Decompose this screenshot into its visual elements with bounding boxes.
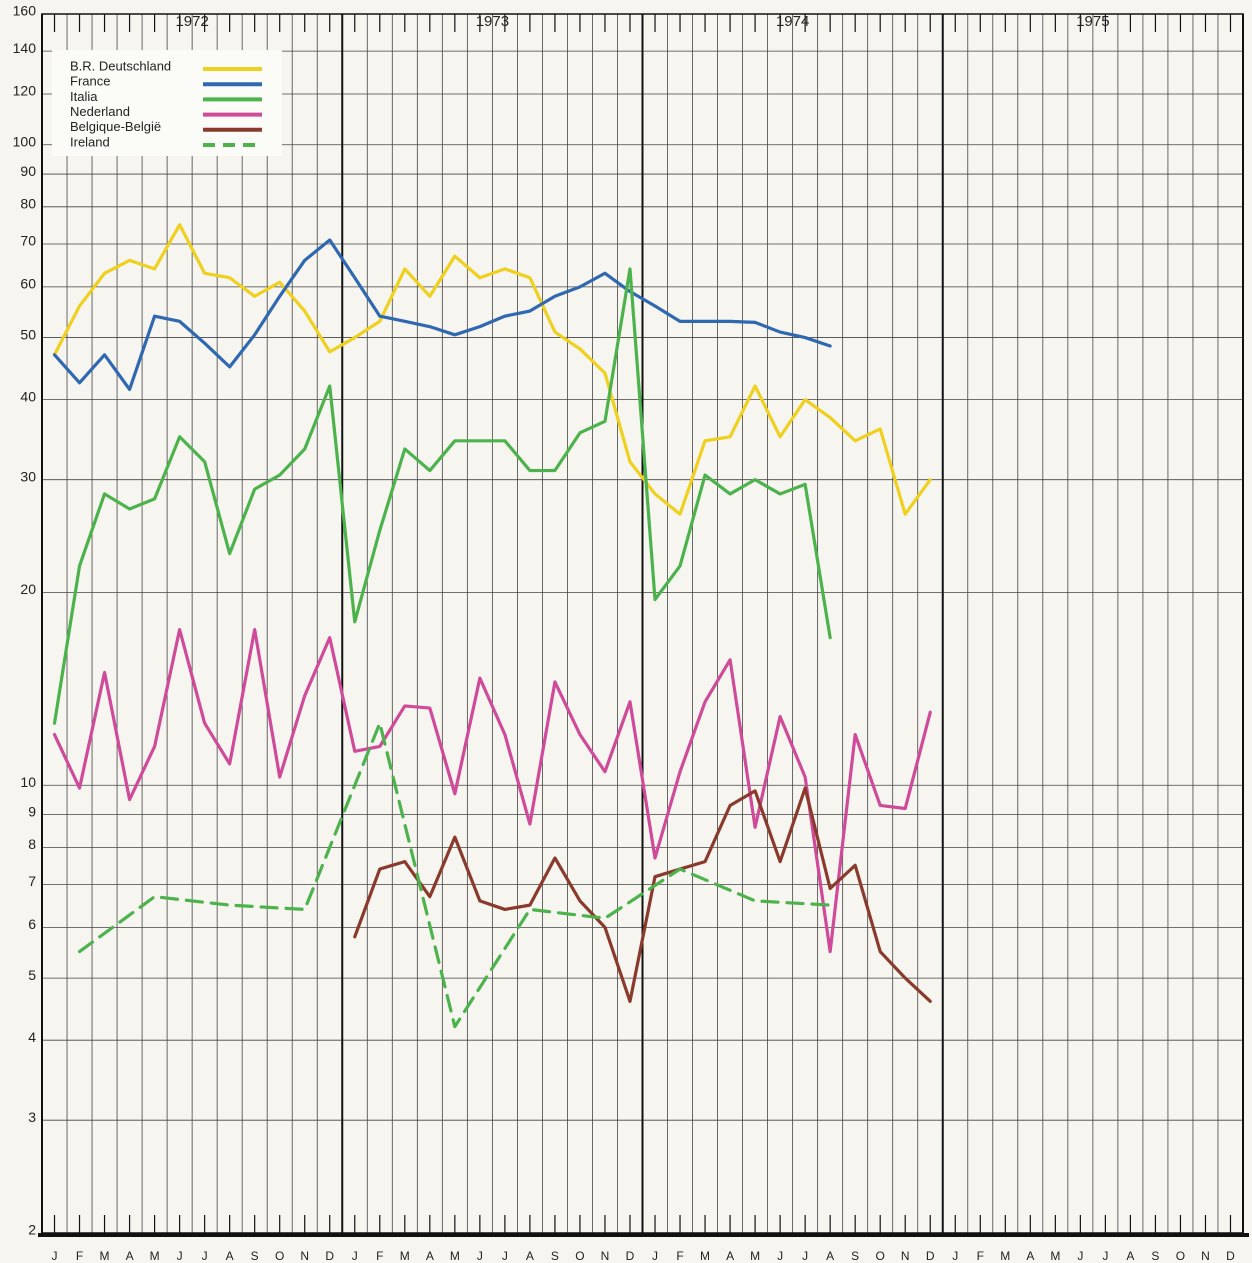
y-tick-label: 3 bbox=[28, 1109, 36, 1125]
x-tick-label: M bbox=[700, 1249, 710, 1263]
y-tick-label: 2 bbox=[28, 1222, 36, 1238]
y-tick-label: 40 bbox=[20, 388, 36, 404]
x-tick-label: D bbox=[1226, 1249, 1235, 1263]
x-tick-label: F bbox=[977, 1249, 984, 1263]
y-tick-label: 4 bbox=[28, 1029, 36, 1045]
y-tick-label: 30 bbox=[20, 468, 36, 484]
x-tick-label: A bbox=[1126, 1249, 1134, 1263]
legend-label: France bbox=[70, 74, 110, 89]
series-line bbox=[52, 223, 932, 516]
y-tick-label: 7 bbox=[28, 873, 36, 889]
x-tick-label: F bbox=[376, 1249, 383, 1263]
series-line bbox=[353, 786, 932, 1003]
y-tick-label: 6 bbox=[28, 916, 36, 932]
x-tick-label: J bbox=[777, 1249, 783, 1263]
year-label: 1975 bbox=[1076, 13, 1109, 30]
x-tick-label: J bbox=[352, 1249, 358, 1263]
y-tick-label: 160 bbox=[13, 3, 37, 19]
y-tick-label: 100 bbox=[13, 133, 37, 149]
x-tick-label: S bbox=[1151, 1249, 1159, 1263]
x-tick-label: J bbox=[1077, 1249, 1083, 1263]
y-tick-label: 60 bbox=[20, 276, 36, 292]
y-tick-label: 90 bbox=[20, 163, 36, 179]
year-label: 1974 bbox=[776, 13, 809, 30]
x-tick-label: F bbox=[76, 1249, 83, 1263]
legend-label: Belgique-België bbox=[70, 119, 161, 134]
x-tick-label: A bbox=[526, 1249, 534, 1263]
x-tick-label: J bbox=[177, 1249, 183, 1263]
x-tick-label: J bbox=[202, 1249, 208, 1263]
series-line bbox=[77, 721, 832, 1029]
series-line bbox=[52, 628, 932, 954]
y-tick-label: 50 bbox=[20, 326, 36, 342]
y-tick-label: 10 bbox=[20, 774, 36, 790]
x-tick-label: F bbox=[676, 1249, 683, 1263]
x-tick-label: N bbox=[1201, 1249, 1210, 1263]
x-tick-label: M bbox=[150, 1249, 160, 1263]
y-tick-label: 70 bbox=[20, 233, 36, 249]
x-tick-label: D bbox=[926, 1249, 935, 1263]
x-tick-label: A bbox=[726, 1249, 734, 1263]
x-tick-label: A bbox=[226, 1249, 234, 1263]
x-tick-label: M bbox=[1050, 1249, 1060, 1263]
x-tick-label: M bbox=[400, 1249, 410, 1263]
x-tick-label: M bbox=[1000, 1249, 1010, 1263]
y-tick-label: 8 bbox=[28, 836, 36, 852]
x-tick-label: O bbox=[1176, 1249, 1185, 1263]
x-tick-label: J bbox=[502, 1249, 508, 1263]
x-tick-label: S bbox=[851, 1249, 859, 1263]
y-tick-label: 120 bbox=[13, 83, 37, 99]
x-tick-label: S bbox=[551, 1249, 559, 1263]
y-tick-label: 140 bbox=[13, 40, 37, 56]
year-label: 1972 bbox=[175, 13, 208, 30]
x-tick-label: N bbox=[901, 1249, 910, 1263]
y-tick-label: 9 bbox=[28, 803, 36, 819]
series-line bbox=[52, 238, 832, 392]
x-tick-label: J bbox=[1102, 1249, 1108, 1263]
x-tick-label: J bbox=[952, 1249, 958, 1263]
x-tick-label: A bbox=[426, 1249, 434, 1263]
y-tick-label: 20 bbox=[20, 581, 36, 597]
y-tick-label: 80 bbox=[20, 196, 36, 212]
x-tick-label: O bbox=[575, 1249, 584, 1263]
x-tick-label: D bbox=[325, 1249, 334, 1263]
x-tick-label: S bbox=[251, 1249, 259, 1263]
x-tick-label: J bbox=[52, 1249, 58, 1263]
x-tick-label: M bbox=[450, 1249, 460, 1263]
x-tick-label: D bbox=[626, 1249, 635, 1263]
x-tick-label: A bbox=[826, 1249, 834, 1263]
legend-label: Nederland bbox=[70, 104, 130, 119]
year-label: 1973 bbox=[476, 13, 509, 30]
x-tick-label: A bbox=[1026, 1249, 1034, 1263]
legend-label: B.R. Deutschland bbox=[70, 58, 171, 73]
x-tick-label: J bbox=[652, 1249, 658, 1263]
x-tick-label: J bbox=[802, 1249, 808, 1263]
x-tick-label: N bbox=[300, 1249, 309, 1263]
x-tick-label: J bbox=[477, 1249, 483, 1263]
legend-label: Italia bbox=[70, 89, 98, 104]
x-tick-label: O bbox=[275, 1249, 284, 1263]
x-tick-label: N bbox=[601, 1249, 610, 1263]
x-tick-label: A bbox=[126, 1249, 134, 1263]
legend-label: Ireland bbox=[70, 134, 110, 149]
series-line bbox=[52, 267, 832, 725]
x-tick-label: M bbox=[100, 1249, 110, 1263]
x-tick-label: M bbox=[750, 1249, 760, 1263]
y-tick-label: 5 bbox=[28, 967, 36, 983]
x-tick-label: O bbox=[876, 1249, 885, 1263]
